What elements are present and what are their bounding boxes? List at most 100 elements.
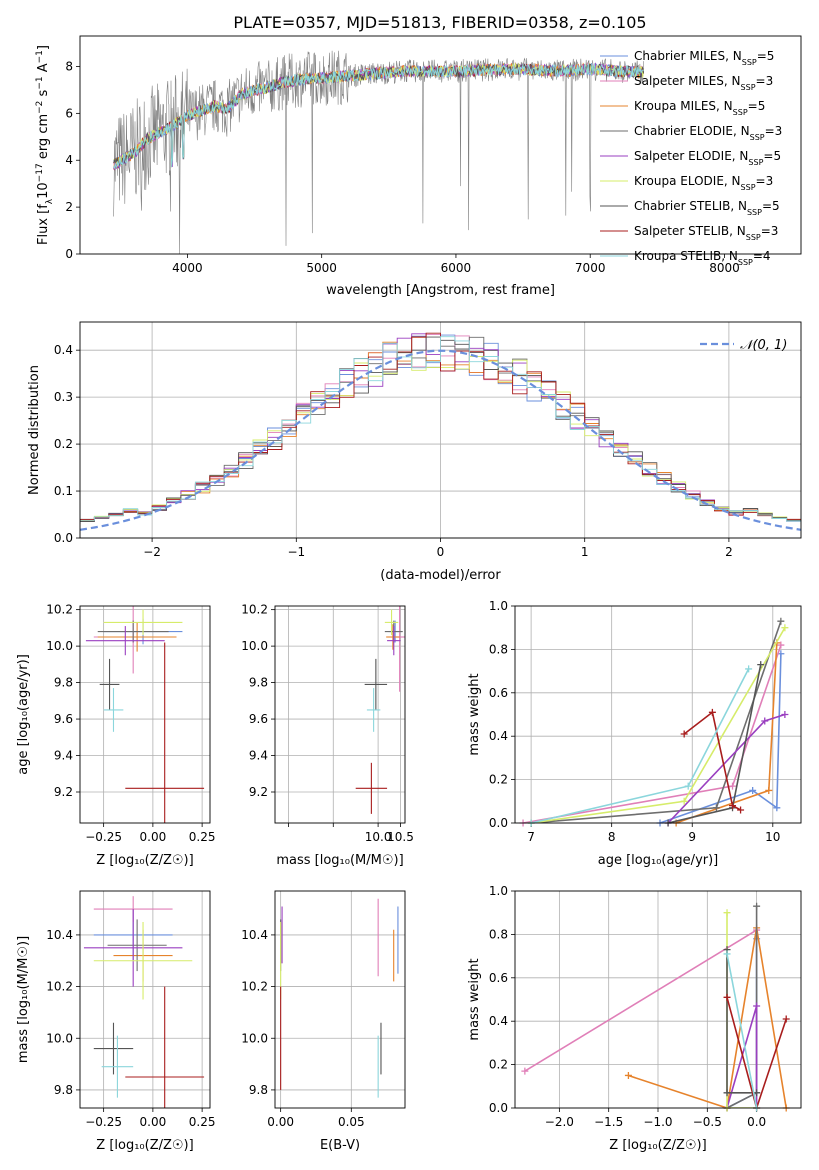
age-vs-Z-axes (76, 606, 210, 827)
legend-label: Chabrier STELIB, NSSP=5 (634, 199, 780, 217)
x-tick-label: 8 (608, 830, 616, 844)
y-tick-label: 0.4 (54, 343, 73, 357)
y-tick-label: 10.2 (241, 603, 268, 617)
legend-label-text: Salpeter ELODIE, N (634, 149, 748, 163)
legend-label: Salpeter MILES, NSSP=3 (634, 74, 773, 92)
legend-label-sub: SSP (738, 258, 753, 267)
y-tick-label: 8 (65, 59, 73, 73)
legend-label-sub: SSP (742, 58, 757, 67)
legend-label-n: =5 (762, 199, 780, 213)
mass-vs-ebv-axes (271, 891, 405, 1112)
x-axis-label: wavelength [Angstrom, rest frame] (326, 283, 555, 298)
weight-marker (781, 624, 789, 632)
legend-label: 𝒩(0, 1) (740, 338, 787, 353)
y-tick-label: 10.0 (241, 639, 268, 653)
y-axis-label-part: −1 (35, 50, 45, 63)
legend-label-sub: SSP (746, 233, 761, 242)
legend-label-n: =3 (761, 224, 779, 238)
y-tick-label: 10.2 (241, 980, 268, 994)
y-tick-label: 9.6 (249, 712, 268, 726)
y-tick-label: 10.2 (46, 603, 73, 617)
y-tick-label: 9.8 (54, 676, 73, 690)
y-tick-label: 9.8 (54, 1083, 73, 1097)
y-axis-label-part: −2 (35, 101, 45, 114)
x-tick-label: 7000 (575, 261, 606, 275)
x-tick-label: 1 (581, 545, 589, 559)
x-tick-label: 6000 (441, 261, 472, 275)
weight-marker (723, 950, 731, 958)
y-tick-label: 10.0 (46, 639, 73, 653)
weight-marker (757, 661, 765, 669)
y-tick-label: 9.2 (54, 785, 73, 799)
weight-marker (777, 617, 785, 625)
y-axis-label-part: s (36, 89, 51, 100)
weight-marker (781, 711, 789, 718)
weight-marker (737, 806, 745, 814)
x-tick-label: 10.0 (365, 830, 392, 844)
weight-marker (753, 902, 761, 910)
y-axis-label: age [log₁₀(age/yr)] (16, 654, 31, 775)
weight-marker (777, 641, 785, 649)
x-axis-label: Z [log₁₀(Z/Z☉)] (96, 1138, 193, 1153)
x-tick-label: −0.5 (693, 1115, 722, 1129)
legend-label: Kroupa ELODIE, NSSP=3 (634, 174, 773, 192)
y-axis-label: mass weight (467, 673, 482, 755)
y-tick-label: 9.8 (249, 1083, 268, 1097)
legend-label-sub: SSP (741, 183, 756, 192)
weight-line (659, 653, 782, 823)
y-axis-label-part: −1 (35, 76, 45, 89)
weight-marker (729, 782, 737, 790)
weight-line (524, 929, 758, 1072)
weight-marker (729, 802, 737, 810)
x-axis-label: Z [log₁₀(Z/Z☉)] (96, 853, 193, 868)
y-tick-label: 0.6 (489, 971, 508, 985)
weight-marker (680, 797, 688, 805)
legend-label-text: Salpeter STELIB, N (634, 224, 746, 238)
y-tick-label: 10.0 (46, 1031, 73, 1045)
legend-label: Kroupa MILES, NSSP=5 (634, 99, 765, 117)
x-tick-label: 0 (437, 545, 445, 559)
legend-label-n: =5 (748, 99, 766, 113)
x-tick-label: 4000 (172, 261, 203, 275)
y-tick-label: 0.2 (54, 437, 73, 451)
y-tick-label: 10.4 (46, 928, 73, 942)
y-tick-label: 0.0 (489, 1101, 508, 1115)
spectrum-model-line (113, 63, 644, 170)
weight-marker (749, 786, 757, 794)
legend-label: Salpeter STELIB, NSSP=3 (634, 224, 778, 242)
weight-marker (680, 730, 688, 738)
x-tick-label: 0.25 (189, 830, 216, 844)
weight-marker (624, 1071, 632, 1079)
y-tick-label: 4 (65, 153, 73, 167)
weight-marker (761, 717, 769, 725)
axes-frame (79, 321, 802, 539)
x-axis-label: (data-model)/error (380, 568, 501, 583)
x-tick-label: −2 (143, 545, 161, 559)
figure-title: PLATE=0357, MJD=51813, FIBERID=0358, z=0… (233, 13, 646, 32)
x-axis-label: E(B-V) (320, 1138, 360, 1153)
x-tick-label: 0.0 (747, 1115, 766, 1129)
axes-frame (274, 605, 406, 824)
axes-frame (79, 35, 802, 255)
x-tick-label: 10.5 (387, 830, 414, 844)
x-tick-label: −2.0 (545, 1115, 574, 1129)
y-tick-label: 0.1 (54, 484, 73, 498)
x-tick-label: −1.5 (594, 1115, 623, 1129)
y-axis-label-part: Flux [f (36, 204, 51, 245)
axes-frame (274, 890, 406, 1109)
legend-label-text: Kroupa STELIB, N (634, 249, 738, 263)
x-tick-label: 2 (725, 545, 733, 559)
y-axis-label-part: λ (45, 198, 55, 204)
x-axis-label: age [log₁₀(age/yr)] (598, 853, 719, 868)
y-axis-label-part: A (36, 63, 51, 76)
y-tick-label: 0.4 (489, 1014, 508, 1028)
y-axis-label-part: −17 (35, 163, 45, 182)
y-tick-label: 10.2 (46, 980, 73, 994)
y-tick-label: 9.2 (249, 785, 268, 799)
y-tick-label: 0.0 (54, 531, 73, 545)
x-tick-label: 7 (527, 830, 535, 844)
y-tick-label: 0.2 (489, 1058, 508, 1072)
y-tick-label: 0.8 (489, 927, 508, 941)
residuals-axes (76, 322, 801, 542)
